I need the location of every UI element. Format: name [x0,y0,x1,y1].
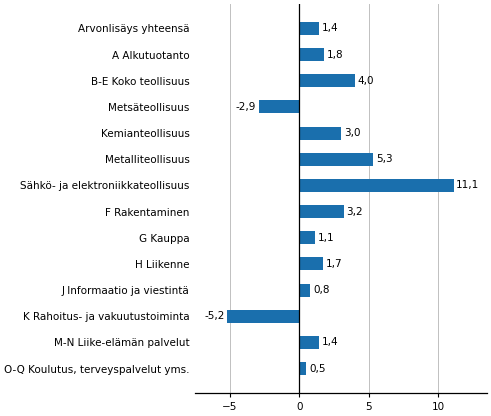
Text: 11,1: 11,1 [456,181,480,191]
Text: 4,0: 4,0 [357,76,374,86]
Bar [300,126,341,140]
Text: -2,9: -2,9 [236,102,256,112]
Bar [300,153,373,166]
Text: 1,8: 1,8 [327,50,344,59]
Text: 1,1: 1,1 [317,233,334,243]
Bar [300,336,319,349]
Bar [300,205,344,218]
Text: 5,3: 5,3 [376,154,392,164]
Bar [259,100,300,114]
Bar [300,74,355,87]
Bar [300,258,323,270]
Bar [300,22,319,35]
Text: 3,2: 3,2 [347,207,363,217]
Text: 0,5: 0,5 [309,364,326,374]
Bar [300,179,454,192]
Bar [300,284,310,297]
Text: -5,2: -5,2 [204,311,224,321]
Text: 3,0: 3,0 [344,128,360,138]
Bar [300,231,315,244]
Bar [227,310,300,323]
Text: 0,8: 0,8 [313,285,330,295]
Text: 1,7: 1,7 [326,259,342,269]
Text: 1,4: 1,4 [322,23,338,33]
Bar [300,362,306,375]
Text: 1,4: 1,4 [322,337,338,347]
Bar [300,48,325,61]
